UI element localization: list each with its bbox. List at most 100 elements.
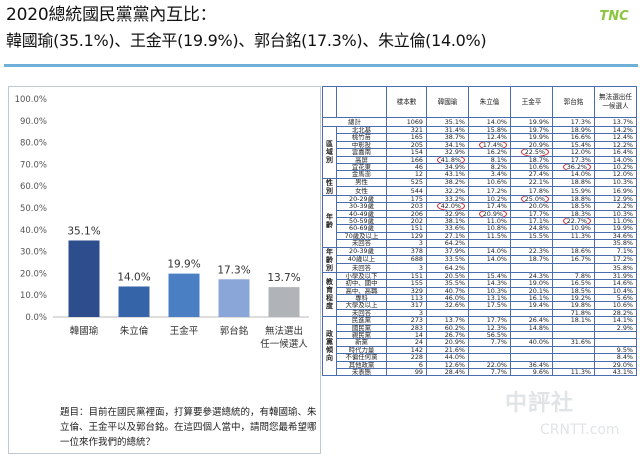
table-cell [468, 345, 511, 355]
table-cell: 64.2% [426, 263, 469, 273]
table-cell: 35.8% [594, 239, 637, 248]
bar-chart-panel: 0.0% 10.0% 20.0% 30.0% 40.0% 50.0% 60.0% 70.0% 8… [8, 86, 321, 454]
row-label: 男性 [336, 177, 387, 188]
group-label: 教育程度 [322, 271, 337, 318]
row-label: 女性 [336, 186, 387, 196]
table-cell: 60.2% [426, 323, 469, 332]
table-cell: 17.8% [510, 186, 553, 196]
table-cell: 203 [386, 202, 427, 211]
table-cell: 8.1% [468, 155, 511, 165]
table-cell [552, 330, 595, 340]
crosstab-panel: 樣本數 韓國瑜 朱立倫 王金平 郭台銘 無法選出任一候選人 總計 1069 35.1% 14.0… [322, 86, 638, 454]
table-cell: 9.6% [510, 367, 553, 377]
table-cell: 64.2% [426, 239, 469, 248]
table-cell [594, 330, 637, 340]
table-cell: 31.4% [426, 125, 469, 135]
table-cell: 10.4% [594, 286, 637, 295]
bar-value-label: 35.1% [67, 225, 100, 237]
table-cell: 12.0% [552, 148, 595, 157]
table-cell: 32.9% [426, 209, 469, 219]
table-cell: 20.9% [510, 140, 553, 150]
row-label: 30-39歲 [336, 202, 387, 211]
table-cell [468, 353, 511, 362]
row-label: 40歲以上 [336, 254, 387, 265]
table-cell: 20.9% [468, 209, 511, 219]
table-row: 教育程度 小學及以下 151 20.5% 15.4% 24.3% 7.8% 31.9% [322, 271, 637, 318]
table-cell: 11.0% [468, 217, 511, 226]
table-cell: 18.8% [552, 177, 595, 188]
table-cell: 10.3% [468, 286, 511, 295]
table-cell [510, 239, 553, 248]
table-cell: 3 [386, 239, 427, 248]
accent-line [4, 64, 638, 67]
table-cell: 14.0% [468, 117, 511, 127]
table-cell: 1069 [386, 117, 427, 127]
table-cell: 11.5% [468, 231, 511, 241]
column-header [336, 86, 387, 118]
table-cell: 38.1% [426, 217, 469, 226]
table-cell: 16.1% [510, 293, 553, 303]
table-cell: 8.4% [594, 353, 637, 362]
table-cell: 22.3% [510, 246, 553, 257]
table-cell: 129 [386, 231, 427, 241]
group-label: 年齡別 [322, 246, 337, 273]
table-cell: 35.1% [426, 117, 469, 127]
row-label: 高屏 [336, 155, 387, 165]
column-header: 樣本數 [386, 86, 427, 118]
table-row: 新黨 24 20.9% 7.7% 40.0% 31.6% [323, 338, 637, 347]
table-row: 大學及以上 317 32.6% 17.5% 19.4% 19.8% 10.6% [323, 301, 637, 310]
table-cell: 14.2% [594, 125, 637, 135]
tnc-logo: TNC [599, 9, 629, 24]
table-cell: 32.2% [426, 186, 469, 196]
group-label: 區域別 [322, 126, 337, 179]
highlight-circle: 22.5% [520, 149, 549, 156]
table-cell: 151 [386, 271, 427, 281]
table-cell: 10.9% [552, 224, 595, 233]
table-cell [552, 360, 595, 369]
table-row: 金馬澎 12 43.1% 3.4% 27.4% 14.0% 12.0% [323, 170, 637, 179]
table-cell [552, 353, 595, 362]
table-row: 年齡別 20-39歲 378 37.9% 14.0% 22.3% 18.6% 7.1% [322, 246, 637, 273]
row-label: 20-39歲 [336, 246, 387, 257]
table-cell: 151 [386, 224, 427, 233]
table-cell: 15.9% [552, 186, 595, 196]
table-cell: 12.6% [426, 360, 469, 369]
table-cell: 9.5% [594, 345, 637, 355]
bar-value-label: 13.7% [267, 272, 300, 284]
group-label: 性別 [322, 177, 337, 196]
table-cell: 35.5% [426, 279, 469, 288]
table-cell: 24.8% [510, 224, 553, 233]
table-cell: 525 [386, 177, 427, 188]
table-cell [426, 308, 469, 318]
table-row: 初中、國中 155 35.5% 14.3% 19.0% 16.5% 14.6% [323, 279, 637, 288]
table-cell: 17.7% [468, 316, 511, 325]
table-cell: 19.4% [510, 301, 553, 310]
table-cell: 18.8% [552, 194, 595, 204]
table-cell: 14.6% [594, 279, 637, 288]
y-tick-label: 30.0% [20, 248, 47, 258]
table-cell: 10.8% [468, 224, 511, 233]
table-cell: 10.6% [594, 301, 637, 310]
y-tick-label: 100.0% [15, 95, 47, 105]
table-cell: 27.4% [510, 170, 553, 179]
table-cell: 19.8% [552, 301, 595, 310]
table-cell: 12.2% [594, 140, 637, 150]
y-tick-label: 40.0% [20, 226, 47, 236]
table-cell: 71.8% [552, 308, 595, 318]
table-row: 時代力量 142 21.6% 9.5% [323, 345, 637, 355]
table-cell: 18.9% [552, 125, 595, 135]
table-cell: 22.0% [468, 360, 511, 369]
bar-chart: 0.0% 10.0% 20.0% 30.0% 40.0% 50.0% 60.0% 70.0% 8… [15, 95, 309, 350]
table-cell: 7.8% [552, 271, 595, 281]
table-row: 不偏任何黨 228 44.0% 8.4% [323, 353, 637, 362]
table-cell: 12.9% [594, 194, 637, 204]
highlight-circle: 25.0% [520, 196, 549, 202]
table-cell: 10.2% [594, 163, 637, 172]
table-cell: 32.9% [426, 148, 469, 157]
table-row: 區域別 北北基 321 31.4% 15.8% 19.7% 18.9% 14.2% [322, 125, 637, 179]
row-label: 親民黨 [336, 330, 387, 340]
table-cell [468, 263, 511, 273]
column-header: 韓國瑜 [426, 86, 469, 118]
category-label: 無法選出 [265, 325, 303, 337]
table-header-row: 樣本數 韓國瑜 朱立倫 王金平 郭台銘 無法選出任一候選人 [322, 86, 637, 118]
